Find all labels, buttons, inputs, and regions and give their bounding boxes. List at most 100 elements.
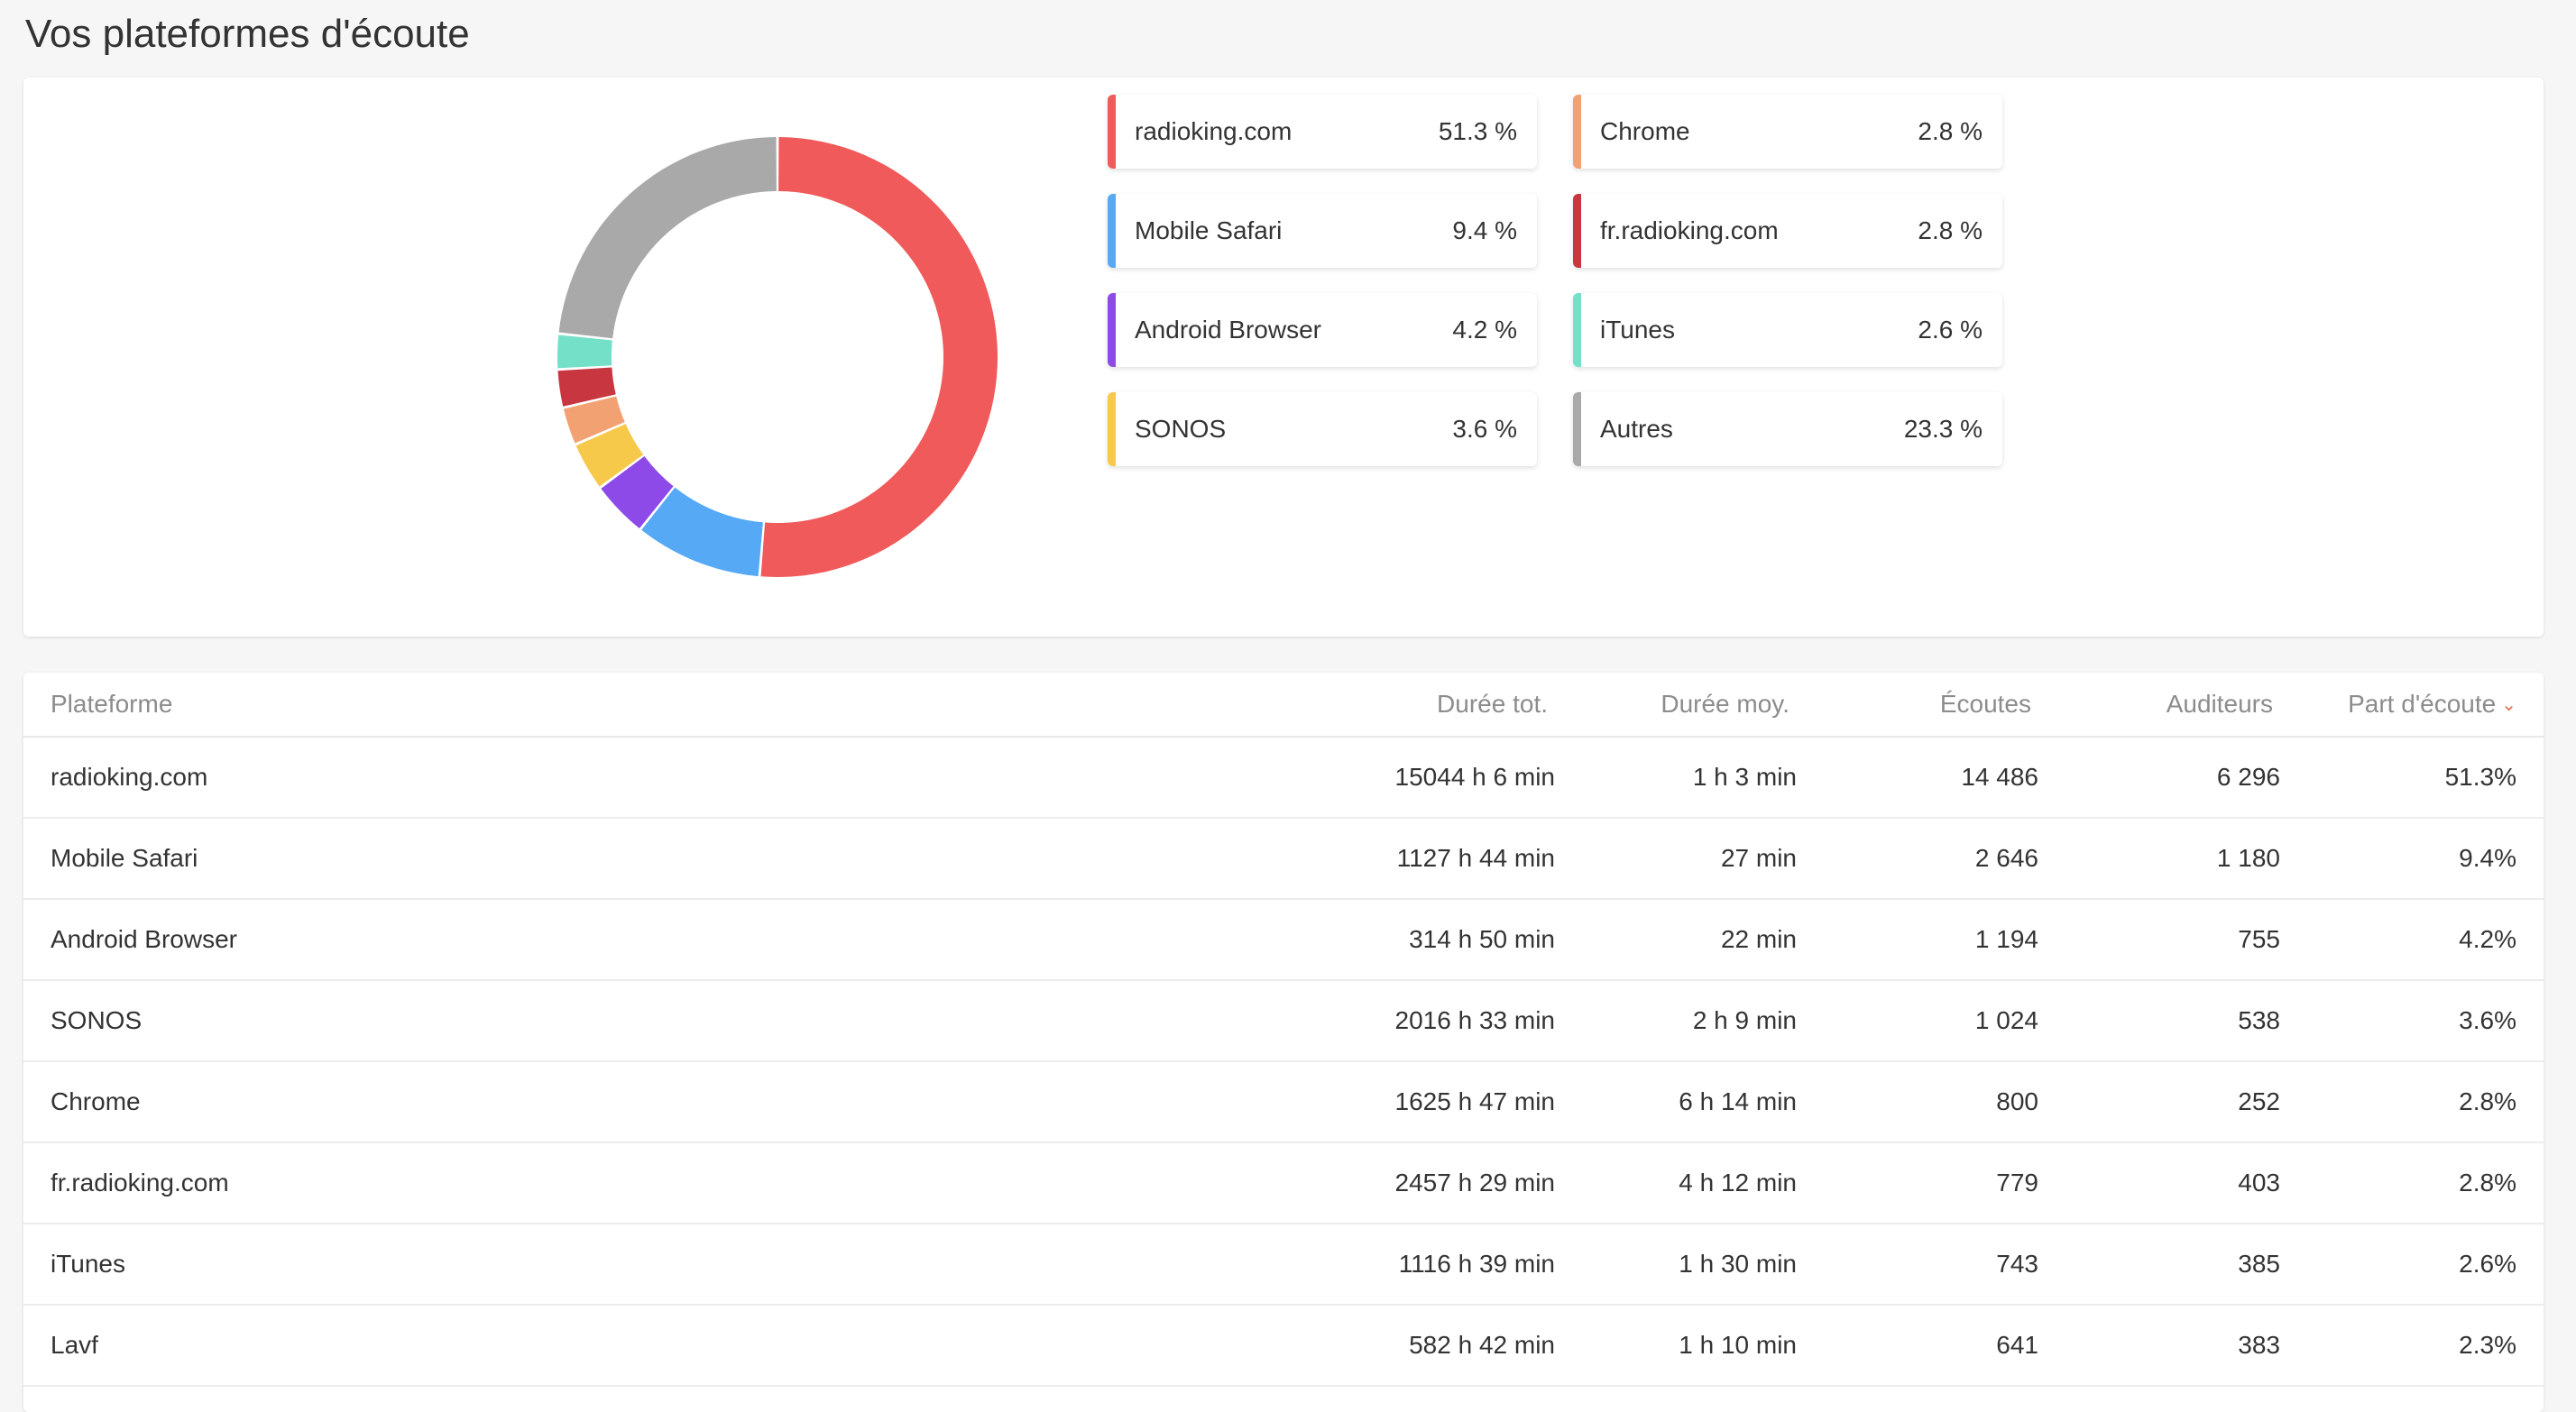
cell-plateforme: Android Browser bbox=[23, 899, 952, 981]
legend-label: iTunes bbox=[1600, 316, 1676, 344]
cell-part-ecoute: 3.6% bbox=[2280, 980, 2544, 1062]
cell-part-ecoute: 2.8% bbox=[2280, 1061, 2544, 1143]
page-title: Vos plateformes d'écoute bbox=[25, 12, 470, 56]
cell-plateforme: radioking.com bbox=[23, 737, 952, 819]
legend-label: fr.radioking.com bbox=[1600, 216, 1779, 244]
legend-item[interactable]: radioking.com 51.3 % bbox=[1108, 95, 1537, 169]
cell-ecoutes: 2 646 bbox=[1797, 818, 2038, 900]
cell-duree-tot: 1127 h 44 min bbox=[952, 818, 1555, 900]
col-header-part-label: Part d'écoute bbox=[2348, 690, 2497, 718]
legend-percent: 3.6 % bbox=[1452, 415, 1517, 443]
cell-plateforme: fr.radioking.com bbox=[23, 1142, 952, 1224]
cell-duree-moy: 1 h 30 min bbox=[1555, 1224, 1797, 1306]
legend-color-swatch bbox=[1573, 95, 1581, 169]
legend-color-swatch bbox=[1573, 194, 1581, 268]
donut-slice-mobile-safari[interactable] bbox=[641, 487, 763, 577]
legend-color-swatch bbox=[1573, 392, 1581, 466]
cell-duree-moy: 1 h 10 min bbox=[1555, 1305, 1797, 1387]
cell-duree-moy: 2 h 9 min bbox=[1555, 980, 1797, 1062]
cell-plateforme: iTunes bbox=[23, 1224, 952, 1306]
table-header-row: Plateforme Durée tot. Durée moy. Écoutes… bbox=[23, 673, 2544, 738]
col-header-auditeurs[interactable]: Auditeurs bbox=[2038, 673, 2280, 738]
col-header-part-ecoute[interactable]: Part d'écoute ⌄ bbox=[2280, 673, 2544, 738]
cell-part-ecoute: 2.6% bbox=[2280, 1224, 2544, 1306]
cell-duree-moy: 27 min bbox=[1555, 818, 1797, 900]
cell-ecoutes: 14 486 bbox=[1797, 737, 2038, 819]
chevron-down-icon[interactable]: ⌄ bbox=[2501, 695, 2516, 715]
legend-percent: 9.4 % bbox=[1452, 216, 1517, 244]
cell-duree-tot: 582 h 42 min bbox=[952, 1305, 1555, 1387]
legend-label: Mobile Safari bbox=[1135, 216, 1283, 244]
cell-auditeurs: 1 180 bbox=[2038, 818, 2280, 900]
legend-percent: 2.6 % bbox=[1918, 316, 1983, 344]
cell-duree-tot: 314 h 50 min bbox=[952, 899, 1555, 981]
legend-item[interactable]: Chrome 2.8 % bbox=[1573, 95, 2002, 169]
legend-label: Chrome bbox=[1600, 117, 1690, 145]
donut-slice-autres[interactable] bbox=[558, 137, 777, 339]
cell-ecoutes: 800 bbox=[1797, 1061, 2038, 1143]
table-row[interactable]: Chrome 1625 h 47 min 6 h 14 min 800 252 2.8% bbox=[23, 1061, 2544, 1143]
legend-item[interactable]: Mobile Safari 9.4 % bbox=[1108, 194, 1537, 268]
col-header-plateforme[interactable]: Plateforme bbox=[23, 673, 952, 738]
cell-duree-tot: 2016 h 33 min bbox=[952, 980, 1555, 1062]
cell-duree-tot: 1625 h 47 min bbox=[952, 1061, 1555, 1143]
donut-slice-fr-radioking-com[interactable] bbox=[557, 367, 616, 407]
table-row[interactable]: fr.radioking.com 2457 h 29 min 4 h 12 min 7… bbox=[23, 1142, 2544, 1224]
cell-part-ecoute: 2.8% bbox=[2280, 1142, 2544, 1224]
donut-chart-svg bbox=[557, 137, 998, 577]
cell-plateforme: Lavf bbox=[23, 1305, 952, 1387]
legend-percent: 23.3 % bbox=[1903, 415, 1983, 443]
legend-percent: 51.3 % bbox=[1438, 117, 1517, 145]
cell-plateforme: SONOS bbox=[23, 980, 952, 1062]
legend-item[interactable]: Autres 23.3 % bbox=[1573, 392, 2002, 466]
cell-ecoutes: 1 024 bbox=[1797, 980, 2038, 1062]
donut-slice-android-browser[interactable] bbox=[601, 455, 674, 528]
platforms-table: Plateforme Durée tot. Durée moy. Écoutes… bbox=[23, 673, 2544, 1387]
col-header-duree-tot[interactable]: Durée tot. bbox=[952, 673, 1555, 738]
cell-duree-tot: 15044 h 6 min bbox=[952, 737, 1555, 819]
cell-part-ecoute: 4.2% bbox=[2280, 899, 2544, 981]
donut-slice-itunes[interactable] bbox=[557, 335, 612, 369]
legend-percent: 2.8 % bbox=[1918, 216, 1983, 244]
table-row[interactable]: Mobile Safari 1127 h 44 min 27 min 2 646 1 1… bbox=[23, 818, 2544, 900]
donut-slice-radioking-com[interactable] bbox=[760, 137, 998, 577]
donut-chart bbox=[534, 123, 1021, 591]
legend-item[interactable]: Android Browser 4.2 % bbox=[1108, 293, 1537, 367]
legend-percent: 2.8 % bbox=[1918, 117, 1983, 145]
legend-label: radioking.com bbox=[1135, 117, 1293, 145]
legend-percent: 4.2 % bbox=[1452, 316, 1517, 344]
donut-slice-chrome[interactable] bbox=[563, 396, 625, 444]
legend-label: Autres bbox=[1600, 415, 1673, 443]
legend-color-swatch bbox=[1108, 95, 1116, 169]
cell-auditeurs: 383 bbox=[2038, 1305, 2280, 1387]
table-row[interactable]: Lavf 582 h 42 min 1 h 10 min 641 383 2.3% bbox=[23, 1305, 2544, 1387]
cell-ecoutes: 779 bbox=[1797, 1142, 2038, 1224]
legend-item[interactable]: fr.radioking.com 2.8 % bbox=[1573, 194, 2002, 268]
col-header-ecoutes[interactable]: Écoutes bbox=[1797, 673, 2038, 738]
legend-item[interactable]: iTunes 2.6 % bbox=[1573, 293, 2002, 367]
table-row[interactable]: SONOS 2016 h 33 min 2 h 9 min 1 024 538 3.6% bbox=[23, 980, 2544, 1062]
donut-slice-sonos[interactable] bbox=[575, 424, 644, 487]
platforms-chart-card: radioking.com 51.3 % Mobile Safari 9.4 % And… bbox=[23, 78, 2544, 637]
cell-duree-tot: 2457 h 29 min bbox=[952, 1142, 1555, 1224]
legend-color-swatch bbox=[1108, 194, 1116, 268]
cell-auditeurs: 403 bbox=[2038, 1142, 2280, 1224]
legend-color-swatch bbox=[1573, 293, 1581, 367]
legend-item[interactable]: SONOS 3.6 % bbox=[1108, 392, 1537, 466]
cell-duree-moy: 6 h 14 min bbox=[1555, 1061, 1797, 1143]
table-row[interactable]: radioking.com 15044 h 6 min 1 h 3 min 14 48… bbox=[23, 737, 2544, 819]
legend-label: SONOS bbox=[1135, 415, 1227, 443]
legend-color-swatch bbox=[1108, 293, 1116, 367]
table-row[interactable]: Android Browser 314 h 50 min 22 min 1 194 75… bbox=[23, 899, 2544, 981]
cell-duree-moy: 22 min bbox=[1555, 899, 1797, 981]
col-header-duree-moy[interactable]: Durée moy. bbox=[1555, 673, 1797, 738]
cell-ecoutes: 1 194 bbox=[1797, 899, 2038, 981]
cell-auditeurs: 252 bbox=[2038, 1061, 2280, 1143]
cell-ecoutes: 743 bbox=[1797, 1224, 2038, 1306]
platforms-table-card: Plateforme Durée tot. Durée moy. Écoutes… bbox=[23, 673, 2544, 1412]
cell-ecoutes: 641 bbox=[1797, 1305, 2038, 1387]
cell-part-ecoute: 9.4% bbox=[2280, 818, 2544, 900]
cell-part-ecoute: 2.3% bbox=[2280, 1305, 2544, 1387]
cell-duree-tot: 1116 h 39 min bbox=[952, 1224, 1555, 1306]
table-row[interactable]: iTunes 1116 h 39 min 1 h 30 min 743 385 2.6% bbox=[23, 1224, 2544, 1306]
